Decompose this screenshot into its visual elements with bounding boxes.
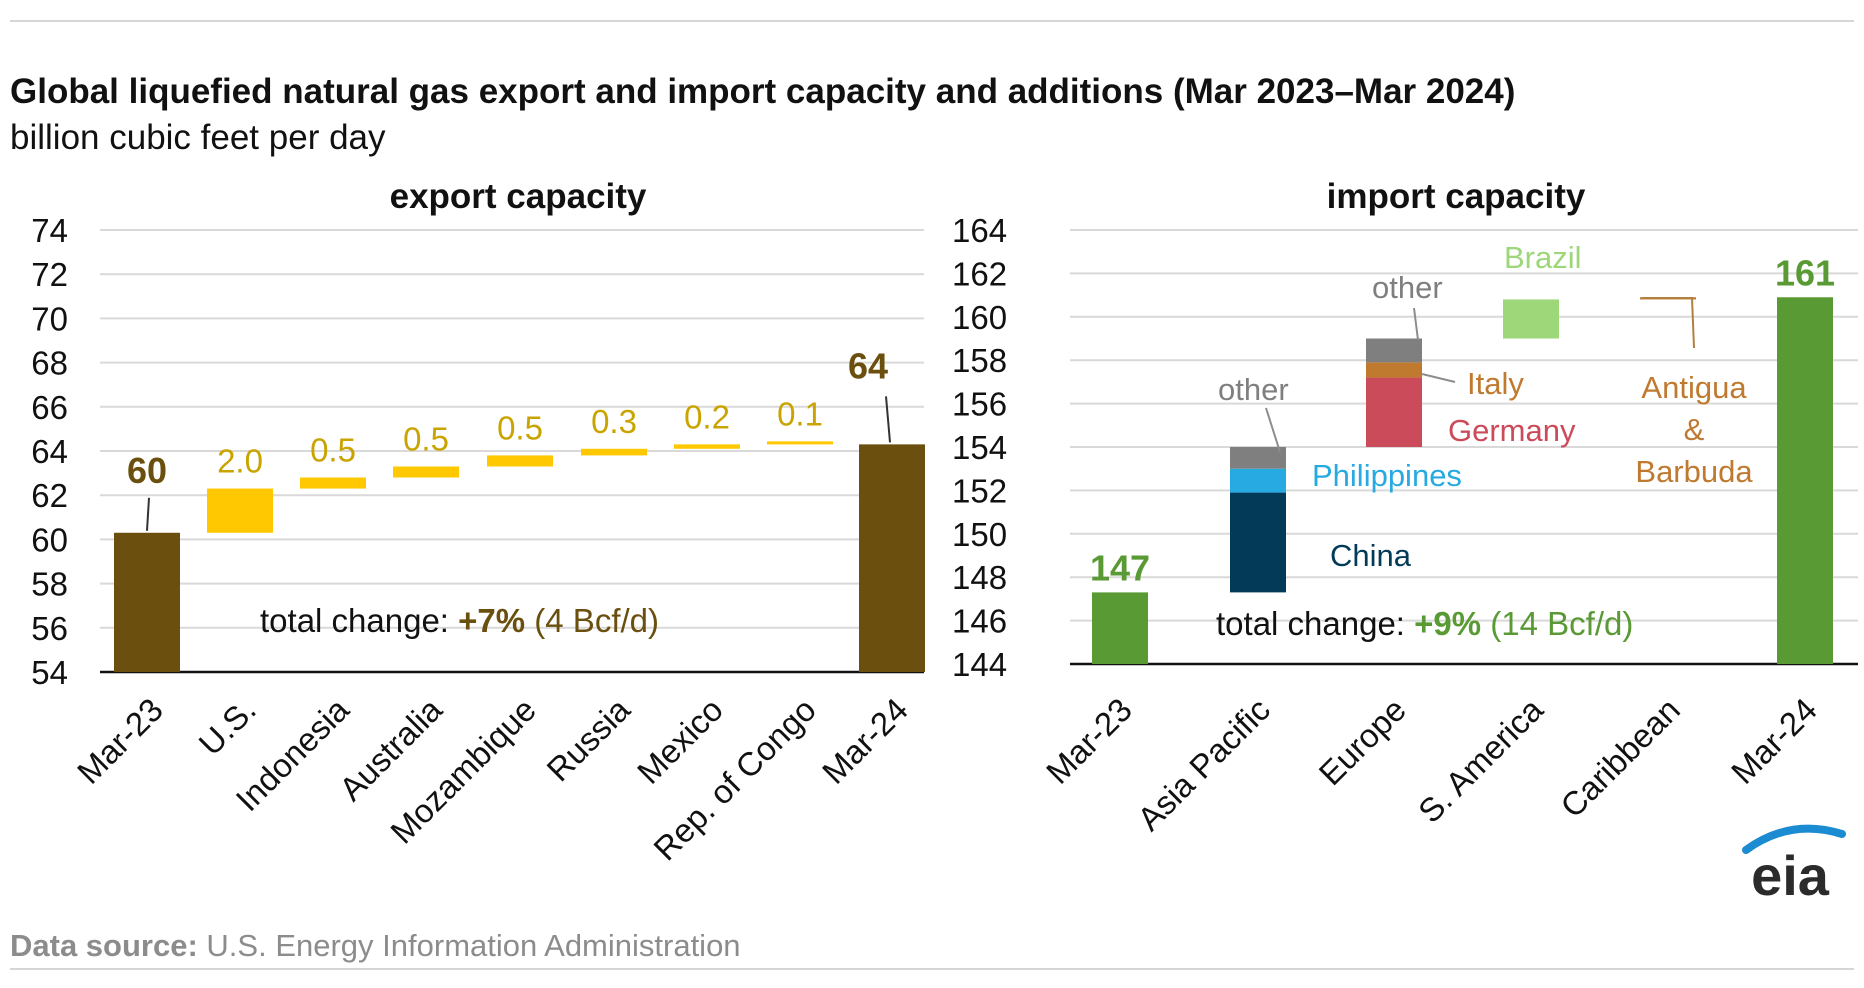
import-x-tick-label: Europe [1312, 691, 1413, 792]
import-total-label: 161 [1775, 252, 1835, 293]
export-bar-addition [767, 441, 833, 445]
data-source-text: U.S. Energy Information Administration [206, 928, 741, 963]
export-leader-line [146, 497, 150, 531]
import-bar-total [1777, 297, 1833, 664]
import-y-tick-label: 152 [952, 472, 1007, 509]
import-x-tick-label: Mar-24 [1724, 691, 1824, 791]
import-y-tick-label: 164 [952, 212, 1007, 249]
export-addition-label: 0.5 [403, 420, 449, 457]
export-bar-addition [674, 444, 740, 449]
import-bar-segment [1366, 362, 1422, 378]
import-panel-title: import capacity [1327, 177, 1586, 216]
import-bar-segment [1230, 447, 1286, 469]
top-rule [10, 20, 1854, 22]
bottom-rule [10, 968, 1854, 970]
export-y-tick-label: 64 [31, 433, 68, 470]
export-total-change: total change: +7% (4 Bcf/d) [260, 602, 659, 639]
data-source-label: Data source: [10, 928, 198, 963]
import-x-tick-label: Asia Pacific [1130, 691, 1277, 838]
label-italy: Italy [1467, 366, 1524, 401]
export-bar-addition [581, 448, 647, 456]
logo-swoosh [1742, 824, 1846, 854]
logo-text: eia [1751, 844, 1830, 907]
import-total-change: total change: +9% (14 Bcf/d) [1216, 605, 1633, 642]
import-bar-segment [1230, 468, 1286, 493]
export-x-tick-label: Mar-23 [70, 691, 170, 791]
data-source: Data source: U.S. Energy Information Adm… [10, 928, 741, 964]
label-brazil: Brazil [1504, 240, 1582, 275]
import-bar-segment [1366, 338, 1422, 363]
import-x-tick-label: Mar-23 [1039, 691, 1139, 791]
export-addition-label: 2.0 [217, 443, 263, 480]
export-leader-line [885, 396, 891, 443]
export-y-tick-label: 72 [31, 256, 68, 293]
export-y-tick-label: 54 [31, 654, 68, 691]
import-y-tick-label: 158 [952, 342, 1007, 379]
export-addition-label: 0.5 [310, 432, 356, 469]
import-y-tick-label: 156 [952, 386, 1007, 423]
export-bar-addition [300, 477, 366, 489]
export-panel-title: export capacity [390, 177, 647, 216]
import-y-tick-label: 146 [952, 603, 1007, 640]
leader-other-europe [1413, 307, 1419, 341]
export-bar-total [114, 532, 180, 672]
import-x-tick-label: S. America [1411, 690, 1550, 829]
export-bar-addition [207, 488, 273, 533]
leader-italy [1421, 373, 1456, 383]
export-bar-addition [393, 466, 459, 478]
export-bar-total [859, 444, 925, 672]
import-y-tick-label: 154 [952, 429, 1007, 466]
export-addition-label: 0.2 [684, 398, 730, 435]
label-antigua-1: Antigua [1641, 370, 1747, 405]
chart-title: Global liquefied natural gas export and … [10, 72, 1516, 111]
import-bar-segment [1230, 492, 1286, 593]
export-total-label: 64 [848, 345, 888, 386]
label-other-europe: other [1372, 270, 1443, 305]
label-other-asia: other [1218, 372, 1289, 407]
chart-subtitle: billion cubic feet per day [10, 118, 386, 157]
export-y-tick-label: 60 [31, 521, 68, 558]
export-addition-label: 0.1 [777, 395, 823, 432]
export-addition-label: 0.3 [591, 403, 637, 440]
export-y-tick-label: 56 [31, 610, 68, 647]
import-bar-total [1092, 592, 1148, 664]
import-y-tick-label: 148 [952, 559, 1007, 596]
export-addition-label: 0.5 [497, 409, 543, 446]
import-bar-segment [1503, 299, 1559, 339]
import-bar-segment [1366, 377, 1422, 447]
export-y-tick-label: 66 [31, 389, 68, 426]
chart-canvas: export capacity 54 56 58 60 62 64 66 68 70 72 74 60 2… [31, 177, 1858, 907]
export-y-tick-label: 68 [31, 345, 68, 382]
export-x-tick-label: Russia [539, 690, 637, 788]
label-philippines: Philippines [1312, 458, 1462, 493]
export-bar-addition [487, 455, 553, 467]
export-x-tick-label: U.S. [191, 691, 263, 763]
export-total-label: 60 [127, 450, 167, 491]
import-y-tick-label: 160 [952, 299, 1007, 336]
label-germany: Germany [1448, 413, 1576, 448]
label-antigua-3: Barbuda [1635, 454, 1753, 489]
leader-antigua [1642, 297, 1695, 349]
import-y-tick-label: 144 [952, 646, 1007, 683]
label-antigua-2: & [1684, 412, 1705, 447]
export-y-tick-label: 58 [31, 566, 68, 603]
import-y-tick-label: 150 [952, 516, 1007, 553]
export-y-tick-label: 70 [31, 300, 68, 337]
import-total-label: 147 [1090, 547, 1150, 588]
export-x-tick-label: Rep. of Congo [646, 691, 823, 868]
export-y-tick-label: 62 [31, 477, 68, 514]
leader-other-asia [1265, 407, 1281, 453]
import-y-tick-label: 162 [952, 255, 1007, 292]
label-china: China [1330, 538, 1412, 573]
export-y-tick-label: 74 [31, 212, 68, 249]
export-x-tick-label: Mar-24 [815, 691, 915, 791]
import-x-tick-label: Caribbean [1553, 691, 1687, 825]
